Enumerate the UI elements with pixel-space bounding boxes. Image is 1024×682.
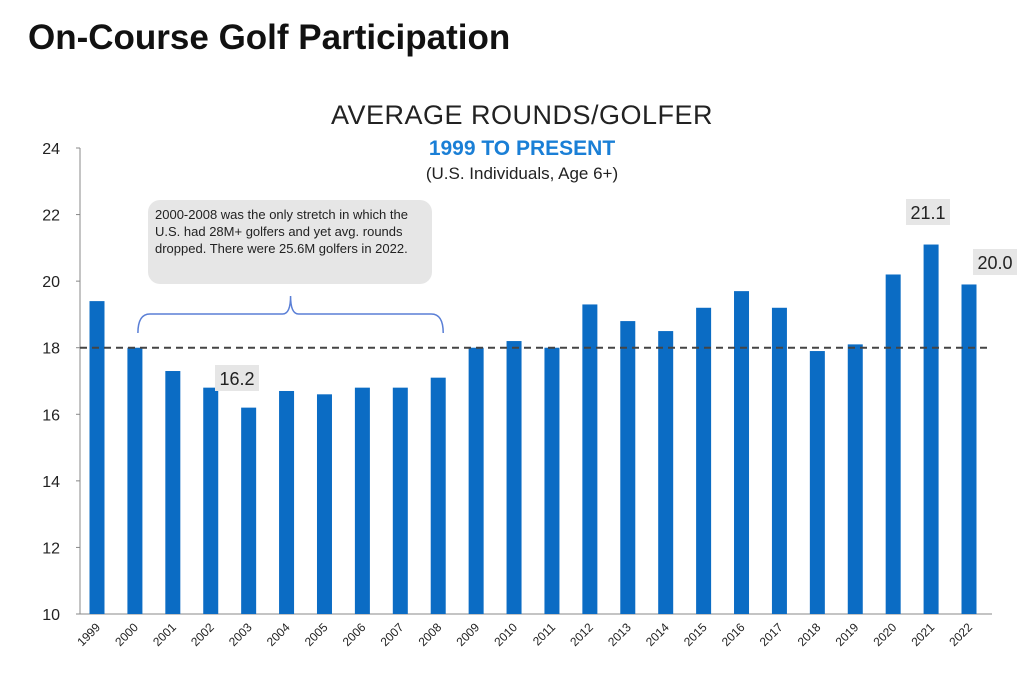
data-label-box [973, 249, 1017, 275]
bar-1999 [89, 301, 105, 614]
bar-2013 [620, 321, 636, 614]
bar-2021 [923, 244, 939, 614]
annotation-brace [137, 295, 444, 334]
chart-title: AVERAGE ROUNDS/GOLFER [330, 100, 714, 130]
bar-2010 [506, 341, 522, 614]
bar-2007 [392, 387, 408, 614]
data-label-2021: 21.1 [910, 203, 945, 223]
bar-2020 [885, 274, 901, 614]
chart-note: (U.S. Individuals, Age 6+) [425, 164, 619, 183]
bar-2001 [165, 371, 181, 614]
x-tick-label: 2020 [871, 620, 900, 649]
bar-2014 [658, 331, 674, 614]
bar-2003 [241, 407, 257, 614]
x-tick-label: 2005 [302, 620, 331, 649]
x-tick-label: 2011 [530, 620, 558, 648]
data-label-box [215, 365, 259, 391]
y-tick-label: 14 [42, 474, 60, 491]
x-tick-label: 2009 [453, 620, 482, 649]
y-tick-label: 22 [42, 208, 60, 225]
x-tick-label: 1999 [74, 620, 103, 649]
data-label-2022: 20.0 [977, 253, 1012, 273]
y-tick-label: 16 [42, 407, 60, 424]
bar-2005 [316, 394, 332, 614]
bar-2004 [279, 390, 295, 614]
bar-2015 [696, 307, 712, 614]
bar-2019 [847, 344, 863, 614]
y-tick-label: 24 [42, 141, 60, 158]
bar-2006 [354, 387, 370, 614]
bar-2018 [809, 351, 825, 614]
annotation-callout: 2000-2008 was the only stretch in which … [148, 200, 432, 284]
x-tick-label: 2018 [795, 620, 824, 649]
x-tick-label: 2002 [188, 620, 217, 649]
x-tick-label: 2012 [567, 620, 596, 649]
x-tick-label: 2022 [946, 620, 975, 649]
x-tick-label: 2013 [605, 620, 634, 649]
x-tick-label: 2015 [681, 620, 710, 649]
x-tick-label: 2019 [833, 620, 862, 649]
x-tick-label: 2003 [226, 620, 255, 649]
bar-2002 [203, 387, 219, 614]
x-tick-label: 2008 [416, 620, 445, 649]
bar-2017 [771, 307, 787, 614]
page-title: On-Course Golf Participation [28, 18, 511, 57]
data-label-2003: 16.2 [219, 369, 254, 389]
bar-2011 [544, 347, 560, 614]
chart-subtitle: 1999 TO PRESENT [428, 137, 616, 160]
y-tick-label: 10 [42, 607, 60, 624]
x-tick-label: 2007 [378, 620, 407, 649]
bar-2000 [127, 347, 143, 614]
x-tick-label: 2010 [491, 620, 520, 649]
y-tick-label: 12 [42, 540, 60, 557]
bar-2008 [430, 377, 446, 614]
y-tick-label: 18 [42, 341, 60, 358]
bar-2012 [582, 304, 598, 614]
x-tick-label: 2021 [908, 620, 937, 649]
data-label-box [906, 199, 950, 225]
x-tick-label: 2001 [150, 620, 179, 649]
bar-2022 [961, 284, 977, 614]
x-tick-label: 2004 [264, 620, 293, 649]
x-tick-label: 2014 [643, 620, 672, 649]
x-tick-label: 2000 [112, 620, 141, 649]
x-tick-label: 2006 [340, 620, 369, 649]
x-tick-label: 2016 [719, 620, 748, 649]
bar-2016 [734, 291, 750, 614]
x-tick-label: 2017 [757, 620, 786, 649]
y-tick-label: 20 [42, 274, 60, 291]
bar-2009 [468, 347, 484, 614]
